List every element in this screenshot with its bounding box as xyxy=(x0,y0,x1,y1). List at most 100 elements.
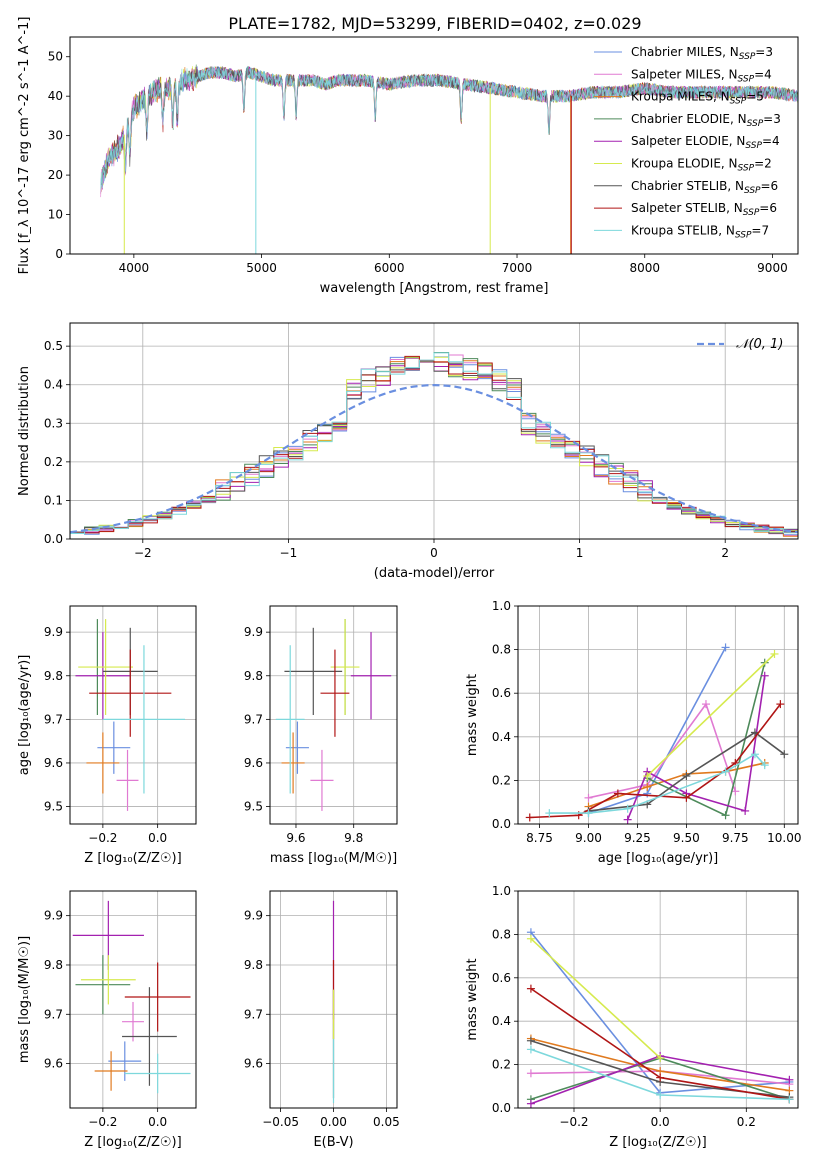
x-tick-label: 5000 xyxy=(246,261,277,275)
plot-area-spectrum xyxy=(100,64,798,254)
x-axis-label: Z [log₁₀(Z/Z☉)] xyxy=(84,1135,181,1150)
series-line xyxy=(588,702,737,799)
x-tick-label: −0.2 xyxy=(88,1115,117,1129)
y-tick-label: 0.5 xyxy=(44,339,63,353)
y-tick-label: 0.4 xyxy=(492,730,511,744)
y-tick-label: 9.6 xyxy=(44,756,63,770)
legend-entry: Salpeter MILES, NSSP=4 xyxy=(631,67,772,84)
y-tick-label: 9.8 xyxy=(44,958,63,972)
x-tick-label: 0.00 xyxy=(320,1115,347,1129)
panel-mass_vs_Z: −0.2 0.0 9.6 9.7 9.8 9.9 Z [log₁₀(Z/Z☉)] mass [… xyxy=(17,890,197,1150)
legend-entry: Salpeter STELIB, NSSP=6 xyxy=(631,201,777,218)
y-tick-label: 40 xyxy=(48,89,63,103)
y-tick-label: 0.8 xyxy=(492,643,511,657)
y-axis-label: Flux [f_λ 10^-17 erg cm^-2 s^-1 A^-1] xyxy=(17,17,32,275)
y-tick-label: 0.2 xyxy=(492,1058,511,1072)
y-tick-label: 0.0 xyxy=(492,1101,511,1115)
x-tick-label: −0.05 xyxy=(262,1115,299,1129)
x-axis-label: (data-model)/error xyxy=(374,566,495,581)
y-tick-label: 9.9 xyxy=(244,909,263,923)
x-tick-label: −0.2 xyxy=(559,1115,588,1129)
axes-frame xyxy=(517,605,799,825)
legend-entry: Salpeter ELODIE, NSSP=4 xyxy=(631,134,780,151)
x-tick-label: 9.8 xyxy=(344,831,363,845)
y-axis-label: mass weight xyxy=(465,674,480,756)
y-axis-label: mass weight xyxy=(465,958,480,1040)
y-tick-label: 0.8 xyxy=(492,927,511,941)
plot-area-age_vs_mass xyxy=(275,619,392,811)
y-axis-label: Normed distribution xyxy=(17,366,32,496)
series-line xyxy=(588,647,727,814)
y-tick-label: 9.7 xyxy=(44,1007,63,1021)
axes-frame xyxy=(69,890,197,1109)
spectrum-line xyxy=(100,65,798,189)
y-tick-label: 9.5 xyxy=(244,800,263,814)
legend-entry: 𝒩(0, 1) xyxy=(736,337,783,352)
x-tick-label: 4000 xyxy=(119,261,150,275)
x-tick-label: −2 xyxy=(134,546,152,560)
x-axis-label: wavelength [Angstrom, rest frame] xyxy=(320,281,549,296)
series-line xyxy=(529,703,782,819)
x-axis-label: age [log₁₀(age/yr)] xyxy=(598,851,719,866)
x-tick-label: −1 xyxy=(280,546,298,560)
y-tick-label: 9.6 xyxy=(244,756,263,770)
y-tick-label: 10 xyxy=(48,208,63,222)
axes-frame xyxy=(269,605,398,825)
axes-frame xyxy=(517,890,799,1109)
plot-area-mass_vs_Z xyxy=(72,900,191,1094)
y-tick-label: 9.7 xyxy=(244,712,263,726)
x-tick-label: 10.00 xyxy=(767,831,801,845)
x-tick-label: 9000 xyxy=(757,261,788,275)
y-tick-label: 9.5 xyxy=(44,800,63,814)
x-tick-label: 1 xyxy=(576,546,584,560)
panel-age_vs_mass: 9.6 9.8 9.5 9.6 9.7 9.8 9.9 mass [log₁₀(M/M☉)] xyxy=(244,605,398,866)
spectrum-line xyxy=(100,66,798,194)
panel-ebv: −0.05 0.00 0.05 9.6 9.7 9.8 9.9 E(B-V) xyxy=(244,890,400,1150)
x-tick-label: 0.2 xyxy=(737,1115,756,1129)
x-tick-label: 7000 xyxy=(502,261,533,275)
x-tick-label: 0.0 xyxy=(148,831,167,845)
x-tick-label: 9.6 xyxy=(286,831,305,845)
legend-entry: Chabrier MILES, NSSP=3 xyxy=(631,45,773,62)
y-tick-label: 0.4 xyxy=(492,1014,511,1028)
y-tick-label: 9.9 xyxy=(44,625,63,639)
panel-spectrum: 4000 5000 6000 7000 8000 9000 0 10 20 30 40 50 wavel… xyxy=(17,17,799,296)
y-tick-label: 0.1 xyxy=(44,493,63,507)
x-axis-label: E(B-V) xyxy=(313,1135,353,1150)
y-tick-label: 9.8 xyxy=(244,669,263,683)
x-tick-label: 0.0 xyxy=(651,1115,670,1129)
y-tick-label: 0.0 xyxy=(492,817,511,831)
x-tick-label: −0.2 xyxy=(88,831,117,845)
x-axis-label: Z [log₁₀(Z/Z☉)] xyxy=(84,851,181,866)
plot-area-age_vs_Z xyxy=(75,619,186,811)
y-tick-label: 0.3 xyxy=(44,416,63,430)
figure-title: PLATE=1782, MJD=53299, FIBERID=0402, z=0… xyxy=(228,14,641,33)
y-tick-label: 9.6 xyxy=(244,1057,263,1071)
y-tick-label: 9.9 xyxy=(44,909,63,923)
y-tick-label: 9.8 xyxy=(244,958,263,972)
y-tick-label: 1.0 xyxy=(492,884,511,898)
x-tick-label: 9.75 xyxy=(722,831,749,845)
y-tick-label: 0.0 xyxy=(44,532,63,546)
y-tick-label: 0 xyxy=(55,247,63,261)
series-line xyxy=(530,938,661,1059)
x-tick-label: 0.05 xyxy=(373,1115,400,1129)
legend-entry: Chabrier STELIB, NSSP=6 xyxy=(631,179,778,196)
axes-frame xyxy=(69,605,197,825)
y-tick-label: 0.6 xyxy=(492,686,511,700)
y-tick-label: 9.7 xyxy=(44,712,63,726)
x-tick-label: 6000 xyxy=(374,261,405,275)
y-axis-label: mass [log₁₀(M/M☉)] xyxy=(17,936,32,1063)
histogram-series xyxy=(70,352,798,539)
y-tick-label: 30 xyxy=(48,129,63,143)
x-tick-label: 2 xyxy=(721,546,729,560)
y-tick-label: 0.2 xyxy=(492,773,511,787)
normal-reference-curve xyxy=(70,383,798,534)
y-tick-label: 9.8 xyxy=(44,669,63,683)
x-tick-label: 9.25 xyxy=(624,831,651,845)
x-tick-label: 9.00 xyxy=(575,831,602,845)
x-tick-label: 8.75 xyxy=(526,831,553,845)
x-axis-label: mass [log₁₀(M/M☉)] xyxy=(270,851,397,866)
y-tick-label: 9.7 xyxy=(244,1007,263,1021)
